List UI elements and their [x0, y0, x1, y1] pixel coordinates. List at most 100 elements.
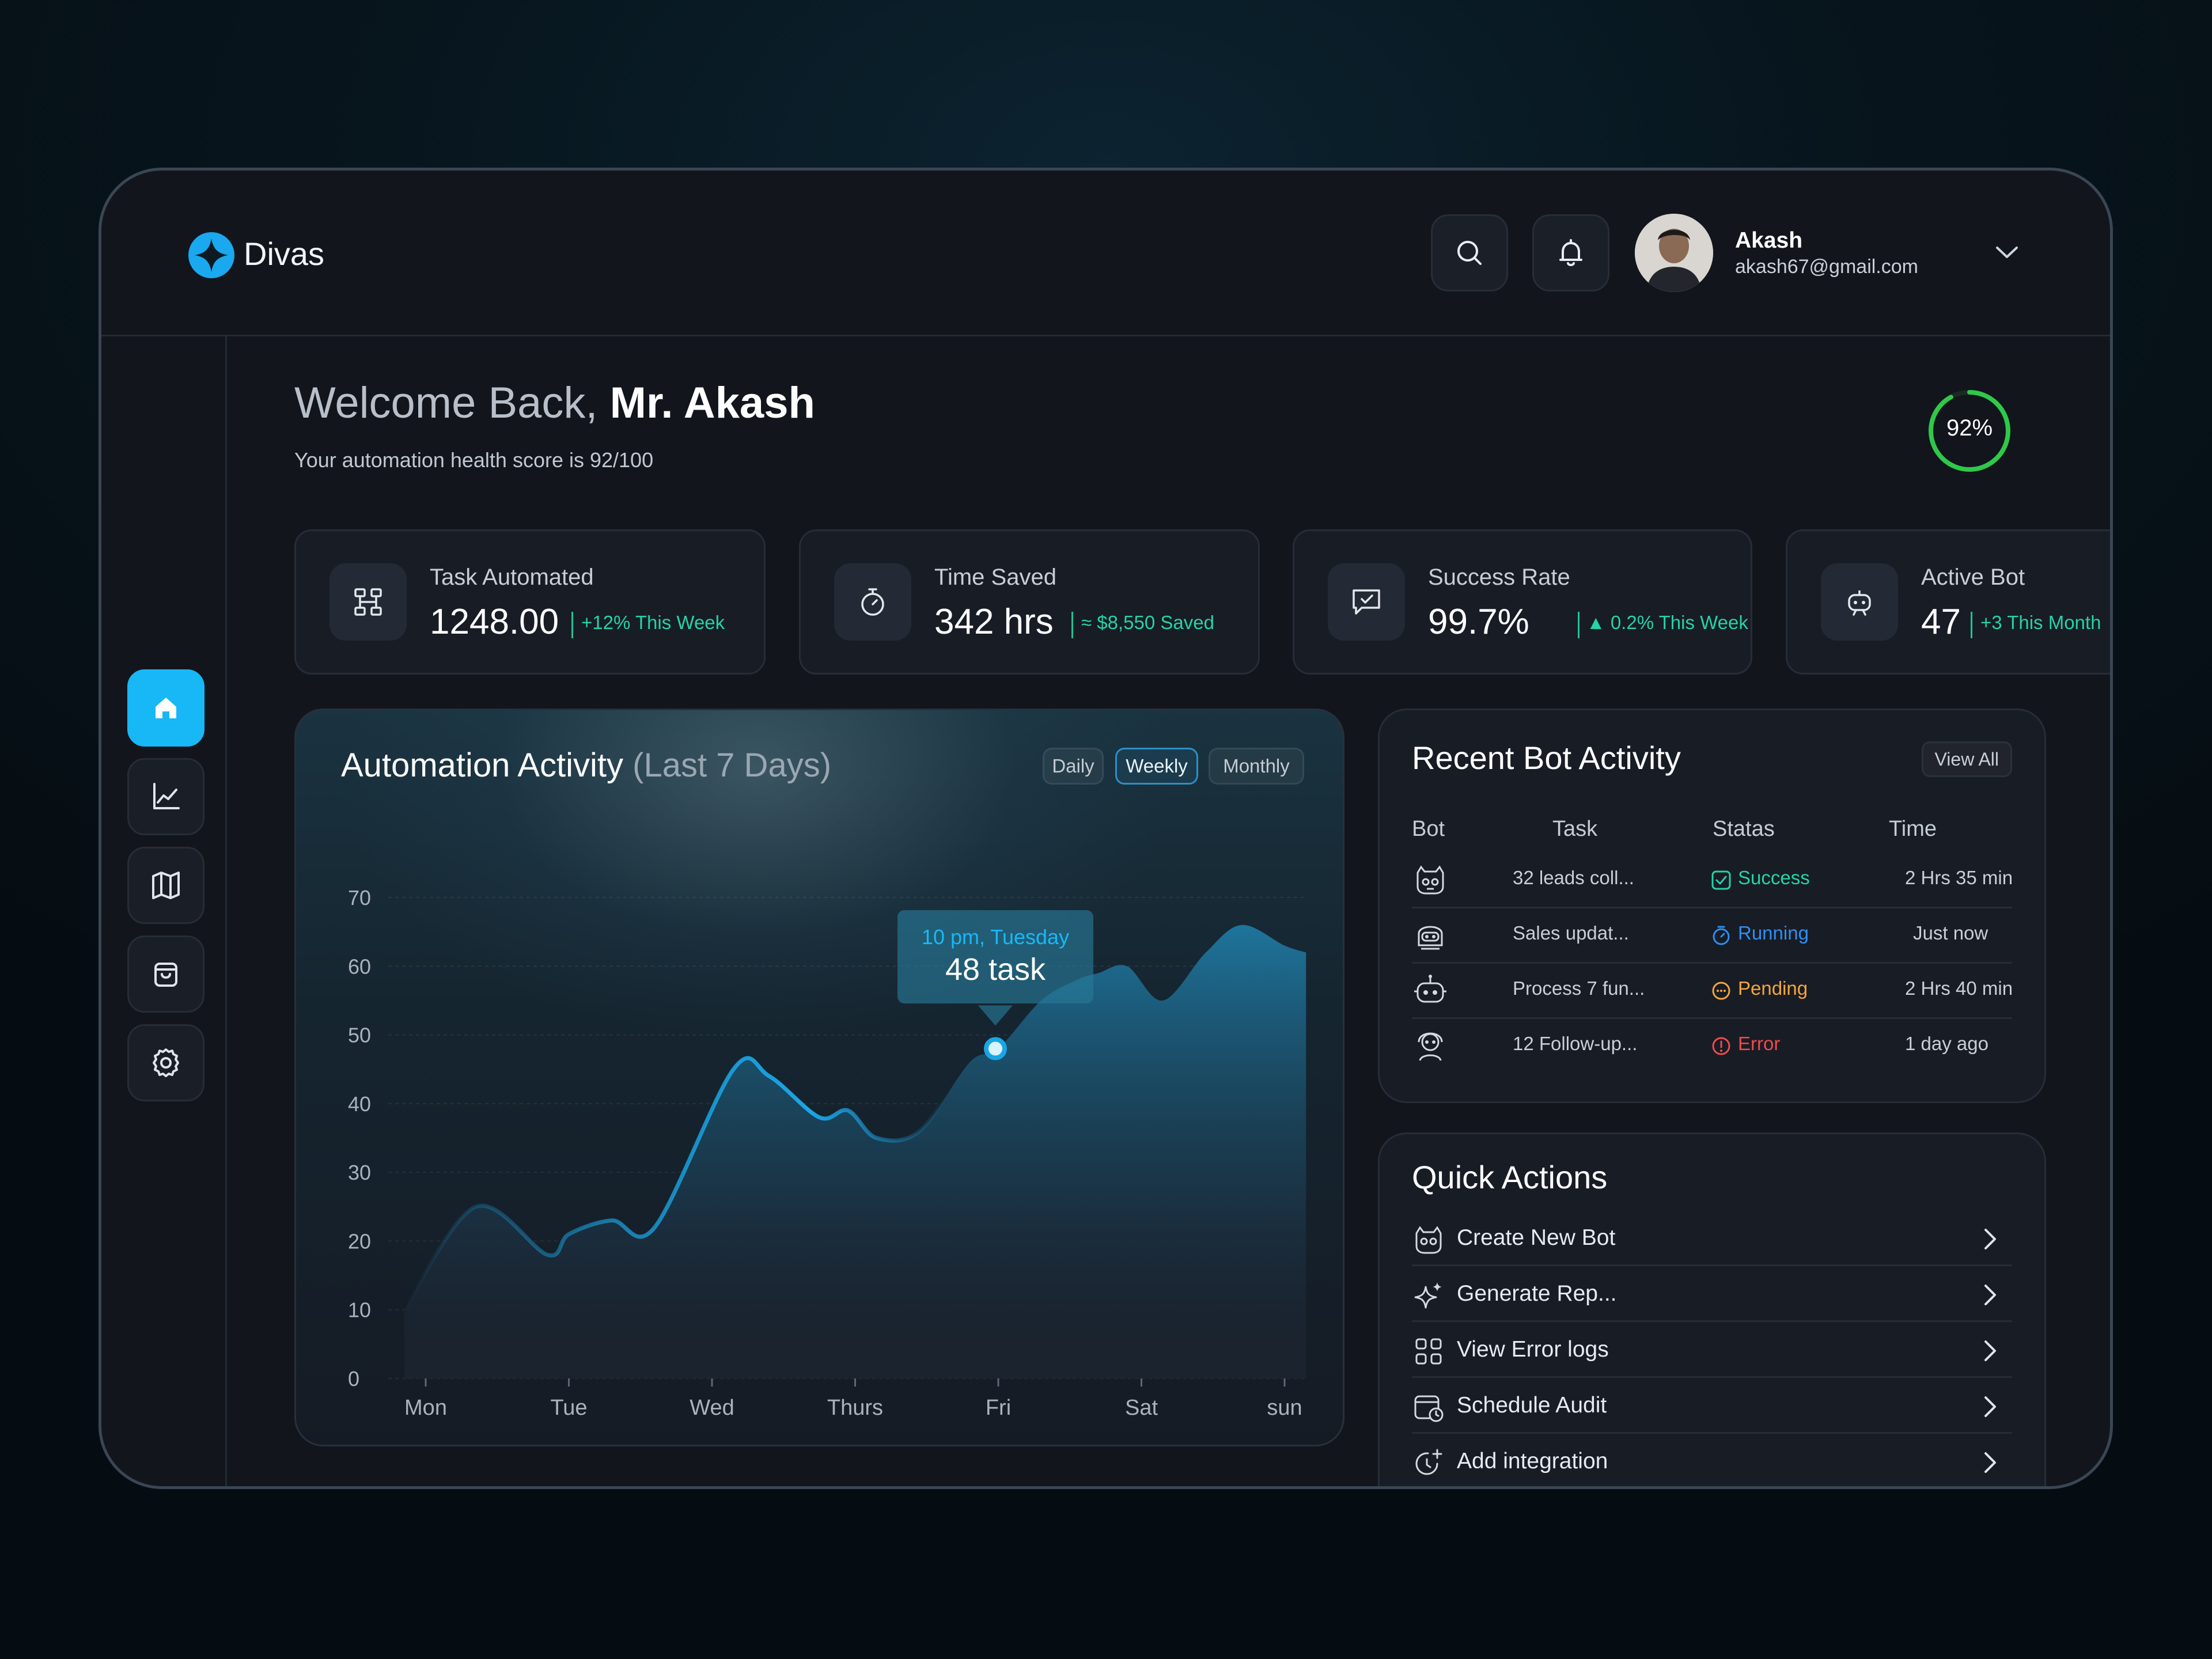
stat-separator	[571, 612, 573, 638]
score-ring-graphic	[1929, 390, 2010, 472]
chevron-right-icon	[1984, 1340, 1996, 1361]
quick-action-label: Schedule Audit	[1457, 1393, 1607, 1418]
user-photo	[1635, 214, 1713, 292]
app-window: Divas Akash akash67@gmail.com	[99, 168, 2113, 1489]
row-status: Error	[1738, 1033, 1781, 1054]
welcome-name: Mr. Akash	[609, 378, 815, 427]
quick-action-label: Add integration	[1457, 1449, 1608, 1474]
stat-value: 342 hrs	[934, 602, 1054, 642]
bot-icon	[1848, 590, 1871, 616]
chevron-right-icon	[1984, 1396, 1996, 1417]
row-time: 2 Hrs 35 min	[1905, 867, 2013, 888]
quick-action-create-bot[interactable]: Create New Bot	[1412, 1210, 2012, 1266]
highlight-point[interactable]	[984, 1037, 1007, 1060]
bot-icon	[1415, 1226, 1442, 1254]
sidebar-item-analytics[interactable]	[127, 758, 204, 835]
stat-card-active-bot[interactable]: Active Bot 47 +3 This Month	[1786, 529, 2110, 675]
x-tick-label: Wed	[690, 1396, 734, 1420]
clock-dots-icon	[1712, 982, 1730, 1000]
bot-headset-icon	[1418, 1032, 1443, 1061]
health-score-ring: 92%	[1926, 388, 2013, 474]
sidebar-item-orders[interactable]	[127, 935, 204, 1013]
search-button[interactable]	[1431, 214, 1508, 291]
activity-chart: 70 60 50 40 30 20 10 0 Mon Tue Wed Thurs Fri Sat sun	[348, 886, 1308, 1420]
stat-separator	[1071, 612, 1073, 638]
table-row[interactable]: 32 leads coll... Success 2 Hrs 35 min	[1412, 853, 2013, 908]
chevron-right-icon	[1984, 1229, 1996, 1249]
stat-card-task-automated[interactable]: Task Automated 1248.00 +12% This Week	[294, 529, 766, 675]
stat-card-success-rate[interactable]: Success Rate 99.7% ▲ 0.2% This Week	[1293, 529, 1752, 675]
quick-title: Quick Actions	[1412, 1159, 1608, 1195]
stat-card-time-saved[interactable]: Time Saved 342 hrs ≈ $8,550 Saved	[799, 529, 1260, 675]
stat-delta: ≈ $8,550 Saved	[1081, 612, 1214, 633]
home-icon	[156, 698, 176, 718]
chevron-right-icon	[1984, 1285, 1996, 1305]
user-name: Akash	[1735, 228, 1803, 253]
row-status: Running	[1738, 922, 1809, 944]
x-tick-label: Mon	[404, 1396, 447, 1420]
col-status: Statas	[1713, 817, 1775, 841]
row-time: Just now	[1913, 922, 1988, 944]
quick-action-label: View Error logs	[1457, 1337, 1609, 1362]
row-time: 2 Hrs 40 min	[1905, 978, 2013, 999]
quick-action-label: Create New Bot	[1457, 1225, 1616, 1250]
sparkles-icon	[1414, 1282, 1442, 1309]
sidebar-item-map[interactable]	[127, 847, 204, 924]
col-task: Task	[1552, 817, 1598, 841]
stat-title: Active Bot	[1921, 565, 2025, 590]
stat-separator	[1971, 612, 1972, 638]
stat-separator	[1578, 612, 1580, 638]
table-row[interactable]: Sales updat... Running Just now	[1412, 908, 2012, 964]
calendar-clock-icon	[1414, 1395, 1444, 1422]
col-bot: Bot	[1412, 817, 1445, 841]
table-row[interactable]: 12 Follow-up... Error 1 day ago	[1412, 1019, 2012, 1074]
row-status: Success	[1738, 867, 1810, 888]
x-tick-label: Fri	[986, 1396, 1011, 1420]
welcome-prefix: Welcome Back,	[294, 378, 598, 427]
notifications-button[interactable]	[1532, 214, 1609, 291]
row-task: Process 7 fun...	[1513, 978, 1645, 999]
message-check-icon	[1353, 589, 1380, 615]
bot-helmet-icon	[1418, 926, 1443, 950]
stat-value: 99.7%	[1428, 602, 1529, 642]
clock-plus-icon	[1415, 1449, 1442, 1475]
score-ring-label: 92%	[1946, 415, 1993, 441]
row-task: 12 Follow-up...	[1513, 1033, 1638, 1054]
sidebar-item-home[interactable]	[127, 669, 204, 747]
y-tick-label: 50	[348, 1024, 371, 1047]
bot-icon	[1416, 865, 1444, 895]
y-tick-label: 30	[348, 1161, 371, 1184]
timer-icon	[1713, 926, 1730, 945]
y-tick-label: 70	[348, 886, 371, 910]
y-tick-label: 0	[348, 1367, 359, 1391]
table-row[interactable]: Process 7 fun... Pending 2 Hrs 40 min	[1412, 964, 2013, 1019]
stat-delta: +12% This Week	[581, 612, 725, 633]
view-all-button[interactable]: View All	[1921, 741, 2012, 777]
alert-circle-icon	[1712, 1037, 1730, 1055]
bell-icon	[1559, 239, 1582, 266]
logo-icon	[188, 232, 234, 278]
stat-icon-box	[834, 563, 911, 641]
workflow-icon	[354, 588, 382, 616]
row-task: Sales updat...	[1513, 922, 1629, 944]
toggle-weekly[interactable]: Weekly	[1115, 748, 1198, 785]
header-divider	[101, 335, 2110, 336]
quick-action-view-error-logs[interactable]: View Error logs	[1412, 1322, 2012, 1378]
stat-value: 1248.00	[430, 602, 559, 642]
quick-action-add-integration[interactable]: Add integration	[1412, 1434, 2012, 1486]
quick-action-schedule-audit[interactable]: Schedule Audit	[1412, 1378, 2012, 1434]
user-email: akash67@gmail.com	[1735, 256, 1918, 278]
stat-title: Time Saved	[934, 565, 1056, 590]
quick-action-generate-report[interactable]: Generate Rep...	[1412, 1266, 2012, 1322]
chevron-down-icon[interactable]	[1994, 242, 2020, 263]
gear-icon	[153, 1048, 179, 1077]
quick-action-label: Generate Rep...	[1457, 1281, 1617, 1306]
sidebar-item-settings[interactable]	[127, 1024, 204, 1101]
chart-title: Automation Activity (Last 7 Days)	[341, 746, 831, 785]
toggle-monthly[interactable]: Monthly	[1209, 748, 1304, 785]
stat-icon-box	[1328, 563, 1405, 641]
row-status: Pending	[1738, 978, 1808, 999]
toggle-daily[interactable]: Daily	[1043, 748, 1104, 785]
recent-title: Recent Bot Activity	[1412, 740, 1681, 776]
avatar[interactable]	[1635, 214, 1713, 292]
